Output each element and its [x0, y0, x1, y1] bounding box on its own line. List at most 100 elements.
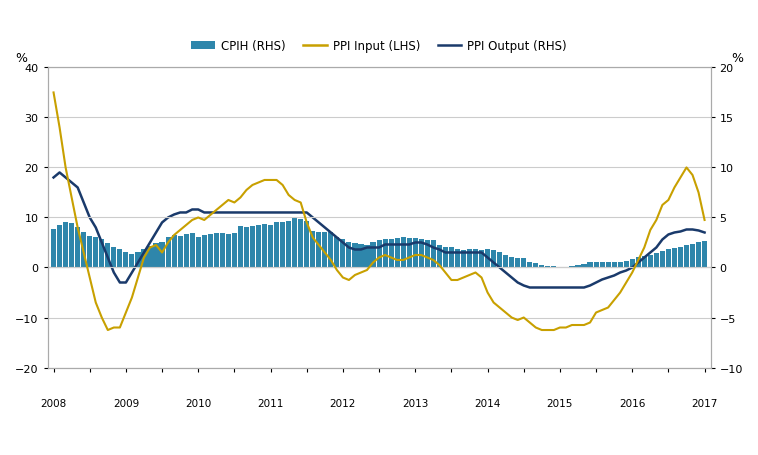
- Bar: [190, 234, 195, 268]
- Bar: [533, 264, 538, 268]
- Bar: [316, 233, 321, 268]
- Bar: [443, 248, 448, 268]
- Bar: [479, 251, 484, 268]
- Bar: [424, 241, 430, 268]
- Bar: [124, 253, 128, 268]
- Bar: [105, 244, 111, 268]
- Bar: [310, 232, 315, 268]
- Bar: [87, 237, 92, 268]
- Bar: [545, 267, 550, 268]
- Bar: [51, 230, 56, 268]
- Text: 2014: 2014: [475, 398, 501, 408]
- Bar: [274, 223, 279, 268]
- Bar: [587, 263, 593, 268]
- Bar: [340, 240, 346, 268]
- Bar: [256, 226, 261, 268]
- Bar: [63, 223, 68, 268]
- Bar: [569, 267, 575, 268]
- Bar: [346, 243, 352, 268]
- Bar: [202, 236, 207, 268]
- Bar: [672, 249, 677, 268]
- Bar: [509, 258, 514, 268]
- Bar: [418, 240, 424, 268]
- Bar: [648, 256, 653, 268]
- Bar: [412, 239, 418, 268]
- Bar: [497, 253, 503, 268]
- Bar: [600, 263, 605, 268]
- Bar: [395, 239, 399, 268]
- Text: 2017: 2017: [691, 398, 718, 408]
- Bar: [467, 250, 472, 268]
- Bar: [696, 243, 701, 268]
- Bar: [81, 233, 86, 268]
- Text: 2013: 2013: [402, 398, 428, 408]
- Bar: [383, 240, 387, 268]
- Bar: [539, 266, 544, 268]
- Bar: [69, 224, 74, 268]
- Bar: [618, 263, 623, 268]
- Bar: [389, 240, 393, 268]
- Bar: [575, 266, 581, 268]
- Bar: [678, 248, 683, 268]
- Bar: [551, 267, 556, 268]
- Bar: [177, 237, 183, 268]
- Bar: [196, 238, 201, 268]
- Bar: [117, 250, 123, 268]
- Bar: [286, 222, 291, 268]
- Bar: [528, 263, 532, 268]
- Bar: [328, 233, 334, 268]
- Bar: [491, 251, 496, 268]
- Y-axis label: %: %: [731, 52, 743, 65]
- Bar: [461, 251, 466, 268]
- Text: 2010: 2010: [185, 398, 211, 408]
- Bar: [371, 243, 376, 268]
- Bar: [437, 246, 442, 268]
- Bar: [684, 246, 689, 268]
- Bar: [636, 258, 641, 268]
- Bar: [666, 250, 671, 268]
- Bar: [93, 238, 99, 268]
- Bar: [431, 241, 436, 268]
- Bar: [250, 227, 255, 268]
- Bar: [99, 240, 105, 268]
- Bar: [365, 246, 370, 268]
- Bar: [214, 234, 219, 268]
- Bar: [298, 220, 303, 268]
- Bar: [659, 252, 665, 268]
- Bar: [630, 260, 634, 268]
- Bar: [503, 256, 508, 268]
- Bar: [280, 223, 285, 268]
- Bar: [606, 263, 611, 268]
- Bar: [359, 245, 364, 268]
- Bar: [473, 250, 478, 268]
- Bar: [642, 257, 647, 268]
- Bar: [130, 255, 134, 268]
- Bar: [449, 248, 454, 268]
- Bar: [220, 234, 225, 268]
- Bar: [690, 245, 695, 268]
- Bar: [153, 244, 158, 268]
- Bar: [654, 254, 659, 268]
- Text: 2012: 2012: [330, 398, 356, 408]
- Bar: [292, 218, 297, 268]
- Bar: [401, 238, 406, 268]
- Bar: [515, 259, 520, 268]
- Bar: [522, 259, 526, 268]
- Y-axis label: %: %: [15, 52, 27, 65]
- Text: 2009: 2009: [113, 398, 139, 408]
- Bar: [226, 235, 231, 268]
- Bar: [624, 262, 629, 268]
- Bar: [455, 250, 460, 268]
- Bar: [594, 263, 599, 268]
- Bar: [244, 228, 249, 268]
- Bar: [136, 253, 140, 268]
- Bar: [159, 243, 164, 268]
- Bar: [612, 263, 617, 268]
- Bar: [262, 225, 267, 268]
- Bar: [352, 244, 358, 268]
- Bar: [165, 238, 171, 268]
- Bar: [322, 233, 327, 268]
- Text: 2015: 2015: [547, 398, 573, 408]
- Bar: [142, 250, 146, 268]
- Bar: [208, 235, 213, 268]
